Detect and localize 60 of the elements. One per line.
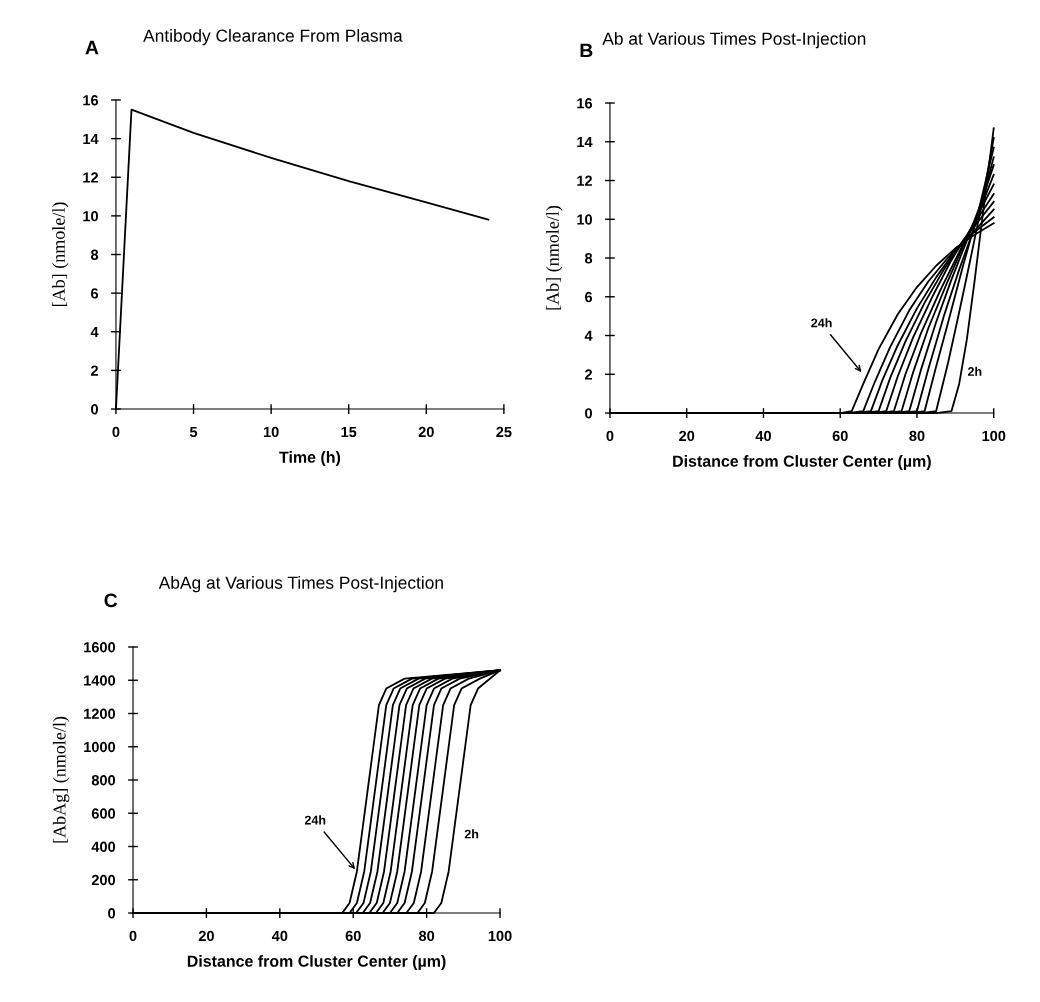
- text: A: [85, 40, 99, 55]
- x-tick-label: 100: [488, 930, 512, 942]
- x-tick-label: 10: [263, 426, 279, 438]
- y-axis-title: [Ab] (nmole/l): [546, 205, 563, 310]
- y-tick-label: 16: [577, 98, 593, 109]
- x-tick-label: 20: [198, 930, 214, 942]
- y-tick-label: 12: [83, 172, 99, 183]
- x-tick-label: 40: [271, 930, 288, 942]
- y-tick-label: 1600: [84, 642, 116, 653]
- y-tick-label: 2: [91, 365, 99, 376]
- annotation: 24h: [304, 815, 326, 825]
- y-axis-title: [AbAg] (nmole/l): [52, 716, 70, 843]
- x-tick-label: 60: [345, 930, 361, 942]
- y-tick-label: 4: [584, 330, 593, 341]
- y-tick-label: 1000: [84, 741, 116, 753]
- y-tick-label: 600: [91, 808, 116, 819]
- y-tick-label: 8: [584, 253, 593, 264]
- chart-title: Ab at Various Times Post-Injection: [602, 32, 866, 49]
- x-tick-label: 20: [679, 430, 695, 442]
- y-tick-label: 6: [91, 288, 99, 299]
- y-tick-label: 10: [83, 210, 98, 222]
- x-tick-label: 100: [982, 430, 1006, 442]
- y-tick-label: 0: [585, 408, 592, 419]
- y-axis-title: [Ab] (nmole/l): [52, 202, 69, 307]
- chart-title: AbAg at Various Times Post-Injection: [158, 576, 443, 593]
- x-tick-label: 20: [418, 426, 434, 438]
- y-tick-label: 12: [577, 175, 593, 186]
- x-axis-title: Time (h): [279, 451, 341, 466]
- chart-title: Antibody Clearance From Plasma: [143, 29, 403, 46]
- y-tick-label: 2: [585, 369, 593, 380]
- y-tick-label: 1200: [84, 708, 116, 719]
- y-tick-label: 800: [91, 775, 116, 786]
- x-axis-title: Distance from Cluster Center (µm): [673, 455, 931, 470]
- y-tick-label: 14: [83, 133, 99, 144]
- x-tick-label: 80: [909, 430, 925, 442]
- text: B: [580, 43, 593, 58]
- x-tick-label: 15: [341, 426, 357, 438]
- y-tick-label: 400: [91, 841, 116, 852]
- x-tick-label: 40: [755, 430, 771, 442]
- y-tick-label: 6: [585, 291, 593, 303]
- annotation: 2h: [464, 829, 479, 839]
- y-tick-label: 8: [90, 249, 99, 260]
- annotation: 2h: [967, 366, 982, 376]
- x-tick-label: 60: [832, 430, 848, 442]
- y-tick-label: 200: [91, 874, 116, 886]
- x-tick-label: 25: [496, 426, 512, 438]
- y-tick-label: 14: [577, 137, 593, 148]
- y-tick-label: 4: [90, 327, 99, 338]
- x-axis-title: Distance from Cluster Center (µm): [187, 955, 446, 970]
- x-tick-label: 0: [606, 430, 614, 442]
- y-tick-label: 16: [83, 95, 99, 106]
- y-tick-label: 0: [108, 908, 116, 919]
- annotation: 24h: [811, 318, 832, 328]
- y-tick-label: 0: [91, 404, 98, 415]
- x-tick-label: 0: [129, 930, 137, 942]
- x-tick-label: 80: [418, 930, 435, 942]
- y-tick-label: 1400: [84, 675, 116, 686]
- text: C: [104, 593, 118, 608]
- x-tick-label: 5: [189, 426, 198, 438]
- y-tick-label: 10: [577, 214, 592, 225]
